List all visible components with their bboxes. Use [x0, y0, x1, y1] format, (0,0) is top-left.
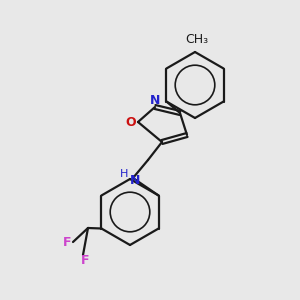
Text: N: N — [150, 94, 160, 106]
Text: H: H — [120, 169, 128, 179]
Text: O: O — [126, 116, 136, 128]
Text: F: F — [63, 236, 71, 250]
Text: N: N — [130, 175, 140, 188]
Text: F: F — [81, 254, 89, 268]
Text: CH₃: CH₃ — [185, 33, 208, 46]
